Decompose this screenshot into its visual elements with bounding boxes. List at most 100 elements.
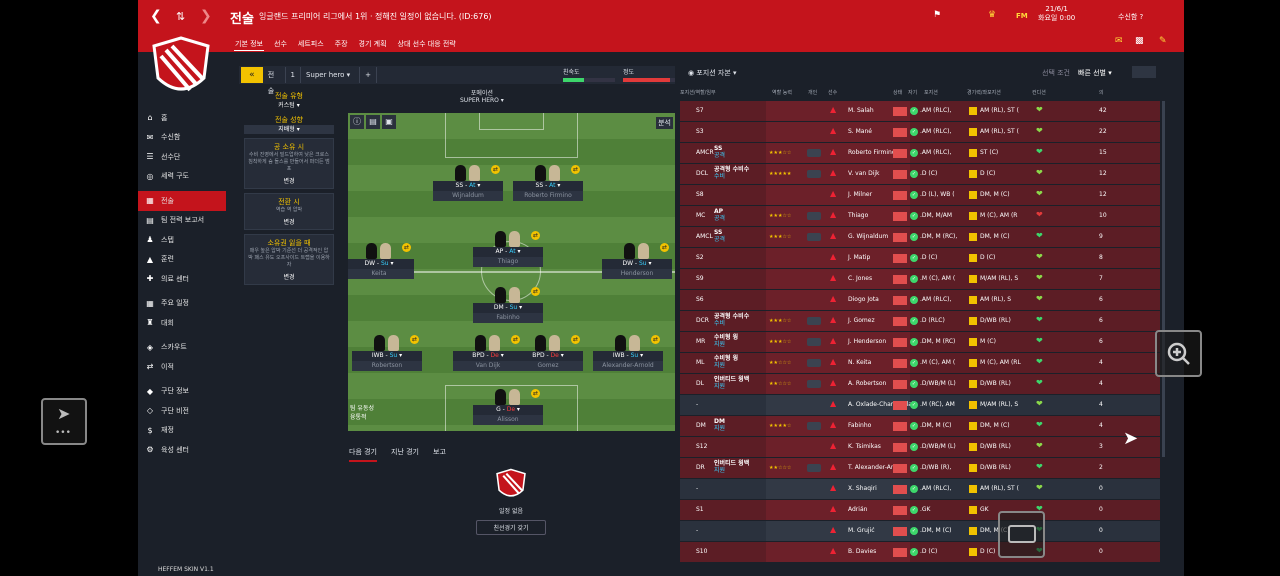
player-name[interactable]: G. Wijnaldum: [848, 233, 889, 240]
row-role[interactable]: AP 공격: [714, 208, 725, 222]
row-role[interactable]: 공격형 수비수 수비: [714, 313, 749, 327]
player-name[interactable]: J. Milner: [848, 191, 873, 198]
pitch-player-slot[interactable]: ⇄ DW - Su ▾ Keita: [348, 241, 414, 279]
date-display[interactable]: 21/6/1 화요일 0:00: [1038, 5, 1075, 23]
player-role[interactable]: BPD - De ▾: [513, 351, 583, 361]
player-name[interactable]: N. Keita: [848, 359, 872, 366]
row-role[interactable]: SS 공격: [714, 229, 725, 243]
back-button[interactable]: ❮: [150, 8, 162, 24]
table-row[interactable]: S9 ▲ C. Jones ✓ .M (C), AM (M/AM (RL), S ❤ 7: [680, 269, 1160, 290]
player-name[interactable]: T. Alexander-Arnold: [848, 464, 907, 471]
trophy-icon[interactable]: ♛: [988, 10, 997, 20]
tab-setpieces[interactable]: 세트피스: [297, 40, 324, 48]
table-row[interactable]: DCR 공격형 수비수 수비 ★★★☆☆ ▲ J. Gomez ✓ .D (RLC) D/WB …: [680, 311, 1160, 332]
player-name[interactable]: C. Jones: [848, 275, 873, 282]
tactic-menu[interactable]: 전술: [263, 67, 286, 95]
sidebar-item-development[interactable]: ⚙ 육성 센터: [138, 440, 226, 460]
add-tactic-button[interactable]: +: [360, 67, 377, 83]
row-role[interactable]: 공격형 수비수 수비: [714, 166, 749, 180]
player-name[interactable]: K. Tsimikas: [848, 443, 881, 450]
pitch[interactable]: ⓘ ▤ ▣ 분석 ⇄ SS - At ▾ Wijnaldum ⇄ SS - At ▾ Ro…: [348, 113, 675, 431]
quick-pick-select[interactable]: 빠른 선별 ▾: [1078, 69, 1112, 77]
table-row[interactable]: -▲M. Grujić✓.DM, M (C)DM, M (C)❤0: [680, 521, 1160, 542]
tab-report[interactable]: 보고: [433, 448, 446, 456]
fm-logo-icon[interactable]: FM: [1016, 12, 1028, 20]
notification-icon[interactable]: ✉: [1115, 36, 1123, 46]
club-icon[interactable]: ⚑: [933, 10, 942, 20]
transition-change[interactable]: 변경: [283, 219, 295, 226]
pitch-player-slot[interactable]: ⇄ IWB - Su ▾ Alexander-Arnold: [593, 333, 663, 371]
sidebar-item-medical[interactable]: ✚ 의료 센터: [138, 269, 226, 289]
sidebar-item-squad[interactable]: ☰ 선수단: [138, 147, 226, 167]
info-icon[interactable]: ⓘ: [350, 115, 364, 129]
tactic-select[interactable]: Super hero ▾: [301, 67, 361, 83]
sidebar-item-report[interactable]: ▤ 팀 전력 보고서: [138, 211, 226, 231]
sidebar-item-transfers[interactable]: ⇄ 이적: [138, 357, 226, 377]
player-name[interactable]: Diogo Jota: [848, 296, 879, 303]
player-role[interactable]: G - De ▾: [473, 405, 543, 415]
player-name[interactable]: J. Gomez: [848, 317, 875, 324]
pitch-player-slot[interactable]: ⇄ SS - At ▾ Roberto Firmino: [513, 163, 583, 201]
table-row[interactable]: MR 수비형 윙 지원 ★★★☆☆ ▲ J. Henderson ✓ .DM, M (RC) M…: [680, 332, 1160, 353]
tab-captains[interactable]: 주장: [334, 40, 348, 48]
table-row[interactable]: S7 ▲ M. Salah ✓ .AM (RLC), AM (RL), ST (❤ 42: [680, 101, 1160, 122]
swap-icon[interactable]: ⇄: [571, 165, 580, 174]
tab-match-plan[interactable]: 경기 계획: [358, 40, 387, 48]
forward-button[interactable]: ❯: [200, 8, 212, 24]
col-position[interactable]: 포지션/역할/임무: [680, 90, 716, 96]
player-role[interactable]: SS - At ▾: [433, 181, 503, 191]
tab-last-match[interactable]: 지난 경기: [391, 448, 419, 456]
player-name[interactable]: S. Mané: [848, 128, 872, 135]
pitch-player-slot[interactable]: ⇄ DW - Su ▾ Henderson: [602, 241, 672, 279]
player-name[interactable]: A. Robertson: [848, 380, 887, 387]
player-role[interactable]: AP - At ▾: [473, 247, 543, 257]
table-row[interactable]: - ▲ A. Oxlade-Chamberlain ✓ .M (RC), AM M/AM …: [680, 395, 1160, 416]
swap-icon[interactable]: ⇄: [531, 389, 540, 398]
arrange-friendly-button[interactable]: 친선경기 갖기: [476, 520, 546, 535]
table-scrollbar[interactable]: [1162, 101, 1165, 457]
pitch-player-slot[interactable]: ⇄ G - De ▾ Alisson: [473, 387, 543, 425]
player-name[interactable]: Fabinho: [848, 422, 872, 429]
col-condition[interactable]: 컨디션: [1032, 90, 1046, 96]
player-name[interactable]: Adrián: [848, 506, 868, 513]
sidebar-item-inbox[interactable]: ✉ 수신함: [138, 128, 226, 148]
out-possession-box[interactable]: 소유권 잃을 때 매우 높은 압박 기준선 더 공격적인 압박 패스 유도 오프…: [244, 234, 334, 285]
player-name[interactable]: V. van Dijk: [848, 170, 880, 177]
player-role[interactable]: DM - Su ▾: [473, 303, 543, 313]
sidebar-item-vision[interactable]: ◇ 구단 비전: [138, 401, 226, 421]
row-role[interactable]: 인버티드 윙백 지원: [714, 376, 749, 390]
collapse-button[interactable]: «: [241, 67, 263, 83]
player-name[interactable]: J. Matip: [848, 254, 871, 261]
table-row[interactable]: ML 수비형 윙 지원 ★★☆☆☆ ▲ N. Keita ✓ .M (C), AM (M (C…: [680, 353, 1160, 374]
row-role[interactable]: DM 지원: [714, 418, 725, 432]
pitch-player-slot[interactable]: ⇄ BPD - De ▾ Van Dijk: [453, 333, 523, 371]
table-row[interactable]: DCL 공격형 수비수 수비 ★★★★★ ▲ V. van Dijk ✓ .D (C) D (C…: [680, 164, 1160, 185]
table-row[interactable]: S12 ▲ K. Tsimikas ✓ .D/WB/M (L) D/WB (RL) ❤ 3: [680, 437, 1160, 458]
history-button[interactable]: ⇅: [176, 10, 186, 23]
swap-icon[interactable]: ⇄: [491, 165, 500, 174]
keyboard-overlay-button[interactable]: [998, 511, 1045, 558]
sidebar-item-home[interactable]: ⌂ 홈: [138, 108, 226, 128]
tab-next-match[interactable]: 다음 경기: [349, 447, 377, 462]
sidebar-item-finance[interactable]: $ 재정: [138, 421, 226, 441]
sidebar-item-competitions[interactable]: ♜ 대회: [138, 313, 226, 333]
in-possession-change[interactable]: 변경: [283, 178, 295, 185]
col-pos[interactable]: 포지션: [924, 90, 938, 96]
player-role[interactable]: BPD - De ▾: [453, 351, 523, 361]
col-status[interactable]: 상태: [893, 90, 903, 96]
player-name[interactable]: A. Oxlade-Chamberlain: [848, 401, 918, 408]
analysis-button[interactable]: 분석: [656, 117, 673, 129]
col-best-pos[interactable]: 경기력/좌포지션: [967, 90, 1001, 96]
pitch-player-slot[interactable]: ⇄ DM - Su ▾ Fabinho: [473, 285, 543, 323]
player-name[interactable]: X. Shaqiri: [848, 485, 877, 492]
col-apps[interactable]: 의: [1099, 90, 1104, 96]
shirt-icon[interactable]: ▣: [382, 115, 396, 129]
table-row[interactable]: - ▲ X. Shaqiri ✓ .AM (RLC), AM (RL), ST (❤ 0: [680, 479, 1160, 500]
row-role[interactable]: 수비형 윙 지원: [714, 355, 738, 369]
player-name[interactable]: M. Grujić: [848, 527, 875, 534]
pitch-player-slot[interactable]: ⇄ AP - At ▾ Thiago: [473, 229, 543, 267]
sidebar-item-dynamics[interactable]: ◎ 세력 구도: [138, 167, 226, 187]
swap-icon[interactable]: ⇄: [402, 243, 411, 252]
stats-icon[interactable]: ▤: [366, 115, 380, 129]
transition-box[interactable]: 전환 시 역습 역 압박 변경: [244, 193, 334, 230]
